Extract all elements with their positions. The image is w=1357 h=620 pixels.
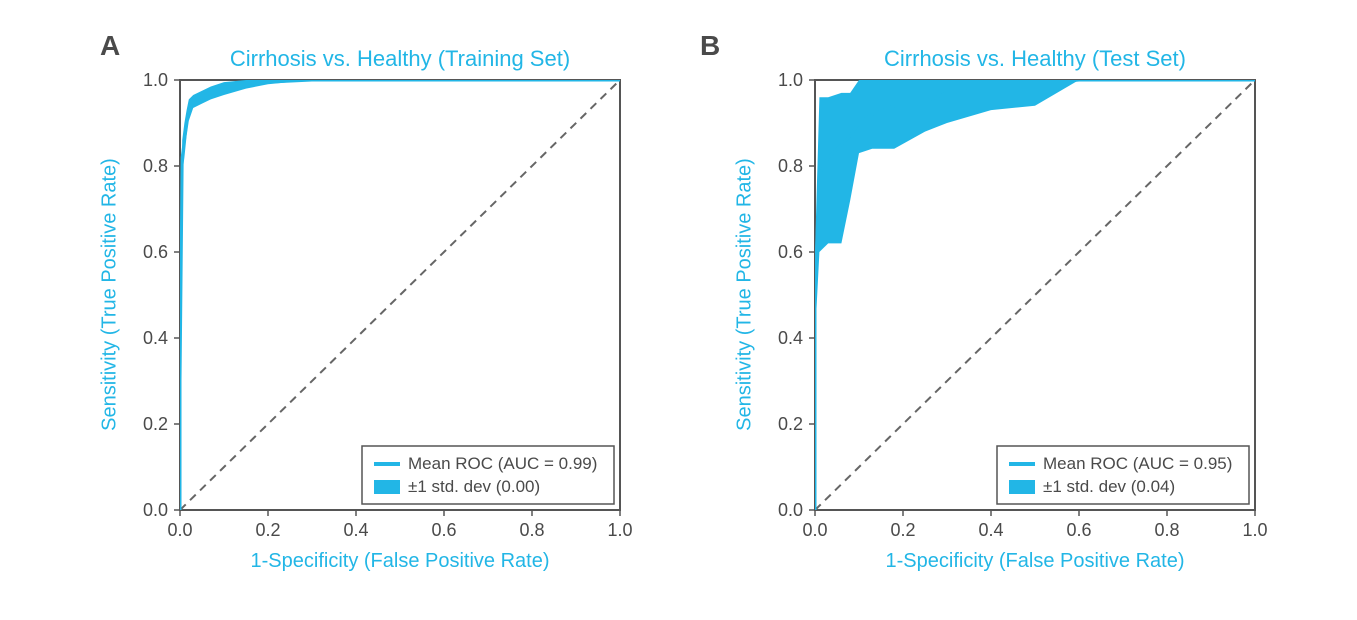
panel-label-a: A: [100, 30, 120, 62]
y-tick-label: 1.0: [143, 70, 168, 90]
y-tick-label: 0.0: [778, 500, 803, 520]
y-axis-label-b: Sensitivity (True Positive Rate): [734, 80, 757, 510]
legend-mean-roc-text: Mean ROC (AUC = 0.99): [408, 454, 597, 473]
x-tick-label: 0.0: [802, 520, 827, 540]
x-tick-label: 0.4: [343, 520, 368, 540]
x-tick-label: 0.0: [167, 520, 192, 540]
figure-container: ACirrhosis vs. Healthy (Training Set)Sen…: [0, 0, 1357, 620]
panel-label-text: B: [700, 30, 720, 61]
legend-a: Mean ROC (AUC = 0.99) ±1 std. dev (0.00): [362, 446, 614, 504]
x-tick-label: 0.6: [1066, 520, 1091, 540]
legend-mean-roc-text: Mean ROC (AUC = 0.95): [1043, 454, 1232, 473]
y-tick-label: 0.8: [778, 156, 803, 176]
x-tick-label: 0.4: [978, 520, 1003, 540]
y-tick-label: 0.2: [143, 414, 168, 434]
panel-label-text: A: [100, 30, 120, 61]
panel-label-b: B: [700, 30, 720, 62]
x-tick-label: 1.0: [1242, 520, 1267, 540]
y-tick-label: 0.2: [778, 414, 803, 434]
x-tick-label: 0.8: [519, 520, 544, 540]
legend-b: Mean ROC (AUC = 0.95) ±1 std. dev (0.04): [997, 446, 1249, 504]
y-axis-label-a: Sensitivity (True Positive Rate): [99, 80, 122, 510]
y-tick-label: 0.6: [778, 242, 803, 262]
x-tick-label: 0.6: [431, 520, 456, 540]
legend-stddev-text: ±1 std. dev (0.04): [1043, 477, 1175, 496]
x-tick-label: 0.2: [890, 520, 915, 540]
y-tick-label: 0.8: [143, 156, 168, 176]
x-tick-label: 1.0: [607, 520, 632, 540]
y-tick-label: 0.6: [143, 242, 168, 262]
y-tick-label: 0.4: [778, 328, 803, 348]
y-tick-label: 1.0: [778, 70, 803, 90]
x-axis-label-b: 1-Specificity (False Positive Rate): [815, 550, 1255, 573]
x-tick-label: 0.2: [255, 520, 280, 540]
roc-plot-b: 0.0 0.2 0.4 0.6 0.8 1.0 0.0 0.2 0.4 0.6 0.8 1.0 Mean…: [775, 40, 1295, 550]
y-tick-label: 0.4: [143, 328, 168, 348]
x-axis-label-a: 1-Specificity (False Positive Rate): [180, 550, 620, 573]
roc-plot-a: 0.0 0.2 0.4 0.6 0.8 1.0 0.0 0.2 0.4 0.6 0.8 1.0 Mean…: [140, 40, 660, 550]
y-tick-label: 0.0: [143, 500, 168, 520]
x-tick-label: 0.8: [1154, 520, 1179, 540]
legend-stddev-text: ±1 std. dev (0.00): [408, 477, 540, 496]
